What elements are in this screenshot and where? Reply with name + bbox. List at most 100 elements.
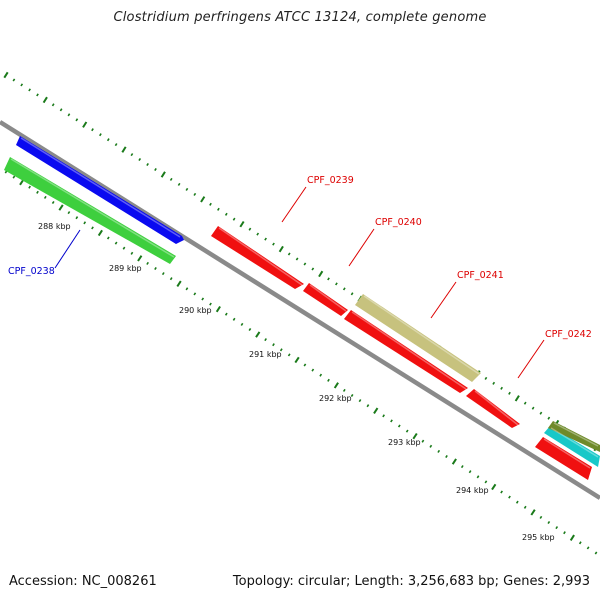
minor-tick	[91, 128, 94, 132]
cds-arrow-blue[interactable]	[16, 136, 184, 244]
minor-tick	[106, 138, 110, 142]
minor-tick	[523, 401, 527, 405]
minor-tick	[578, 541, 582, 545]
minor-tick	[130, 251, 134, 255]
cds-highlight	[543, 438, 591, 469]
minor-tick	[492, 381, 496, 385]
minor-tick	[390, 419, 393, 423]
cds-highlights	[10, 137, 599, 469]
minor-tick	[311, 368, 315, 372]
minor-tick	[28, 88, 31, 92]
cds-highlight	[218, 227, 303, 286]
major-tick	[42, 96, 48, 104]
major-tick	[514, 395, 520, 402]
minor-tick	[99, 133, 102, 137]
minor-tick	[335, 282, 338, 286]
genome-title: Clostridium perfringens ATCC 13124, comp…	[113, 10, 487, 25]
minor-tick	[130, 153, 134, 157]
leader-line	[281, 186, 307, 223]
minor-tick	[91, 226, 94, 230]
minor-tick	[319, 373, 323, 377]
cds-arrow-cyan[interactable]	[544, 426, 600, 467]
minor-tick	[287, 353, 291, 357]
minor-tick	[177, 182, 181, 186]
minor-tick	[209, 302, 212, 306]
minor-tick	[264, 237, 267, 241]
minor-tick	[484, 376, 488, 380]
minor-tick	[224, 212, 228, 216]
major-tick	[121, 146, 127, 153]
minor-tick	[405, 429, 409, 433]
cds-highlight	[474, 390, 519, 426]
tick-label: 292 kbp	[319, 394, 352, 403]
cds-arrow-red[interactable]	[466, 389, 520, 428]
gene-label-cpf-0242[interactable]: CPF_0242	[545, 329, 592, 340]
cds-highlight	[309, 284, 347, 312]
minor-tick	[382, 414, 385, 418]
minor-tick	[508, 391, 511, 395]
leader-line	[517, 339, 545, 379]
cds-highlight	[363, 295, 480, 375]
minor-tick	[468, 470, 472, 474]
cds-arrow-red[interactable]	[535, 437, 592, 480]
minor-tick	[240, 322, 244, 326]
major-tick	[82, 121, 88, 128]
minor-tick	[272, 343, 275, 347]
cds-highlight	[553, 422, 599, 447]
cds-highlight	[550, 427, 599, 458]
cds-arrow-red[interactable]	[344, 310, 468, 393]
minor-tick	[51, 200, 55, 205]
minor-tick	[138, 157, 142, 162]
minor-tick	[67, 211, 71, 215]
minor-tick	[161, 272, 165, 276]
minor-tick	[51, 103, 55, 107]
tick-label: 289 kbp	[109, 264, 142, 273]
gene-label-cpf-0238[interactable]: CPF_0238	[8, 266, 55, 277]
minor-tick	[20, 83, 24, 87]
gene-label-cpf-0239[interactable]: CPF_0239	[307, 175, 354, 186]
minor-tick	[154, 266, 157, 271]
minor-tick	[224, 312, 228, 316]
minor-tick	[437, 449, 441, 453]
cds-arrow-olive[interactable]	[355, 294, 481, 382]
minor-tick	[327, 277, 330, 281]
minor-tick	[515, 500, 519, 504]
gene-label-cpf-0241[interactable]: CPF_0241	[457, 270, 504, 281]
minor-tick	[43, 195, 47, 199]
cds-arrow-darkolive[interactable]	[548, 421, 600, 452]
cds-highlight	[351, 311, 467, 390]
minor-tick	[342, 287, 346, 291]
minor-tick	[28, 185, 31, 189]
tick-label: 293 kbp	[388, 438, 421, 447]
minor-tick	[154, 167, 157, 172]
minor-tick	[232, 217, 236, 221]
minor-tick	[256, 232, 260, 236]
minor-tick	[397, 424, 401, 428]
minor-tick	[146, 162, 149, 167]
gene-label-cpf-0240[interactable]: CPF_0240	[375, 217, 422, 228]
tick-label: 294 kbp	[456, 486, 489, 495]
cds-arrow-green[interactable]	[4, 157, 176, 264]
minor-tick	[523, 505, 527, 509]
minor-tick	[12, 78, 16, 82]
minor-tick	[303, 262, 307, 266]
minor-tick	[59, 108, 63, 112]
minor-tick	[500, 386, 503, 390]
minor-tick	[303, 363, 307, 367]
minor-tick	[586, 546, 590, 550]
major-tick	[333, 382, 339, 389]
tick-label: 288 kbp	[38, 222, 71, 231]
major-tick	[451, 458, 457, 465]
minor-tick	[272, 242, 275, 246]
minor-tick	[295, 257, 299, 261]
gene-labels: CPF_0238 CPF_0239 CPF_0240 CPF_0241 CPF_…	[8, 175, 592, 340]
minor-tick	[547, 416, 551, 420]
minor-tick	[122, 246, 126, 250]
cds-arrow-red[interactable]	[303, 283, 348, 316]
minor-tick	[248, 327, 252, 332]
major-tick	[412, 432, 418, 440]
minor-tick	[114, 143, 118, 147]
major-tick	[176, 280, 182, 287]
cds-arrow-red[interactable]	[211, 226, 304, 289]
